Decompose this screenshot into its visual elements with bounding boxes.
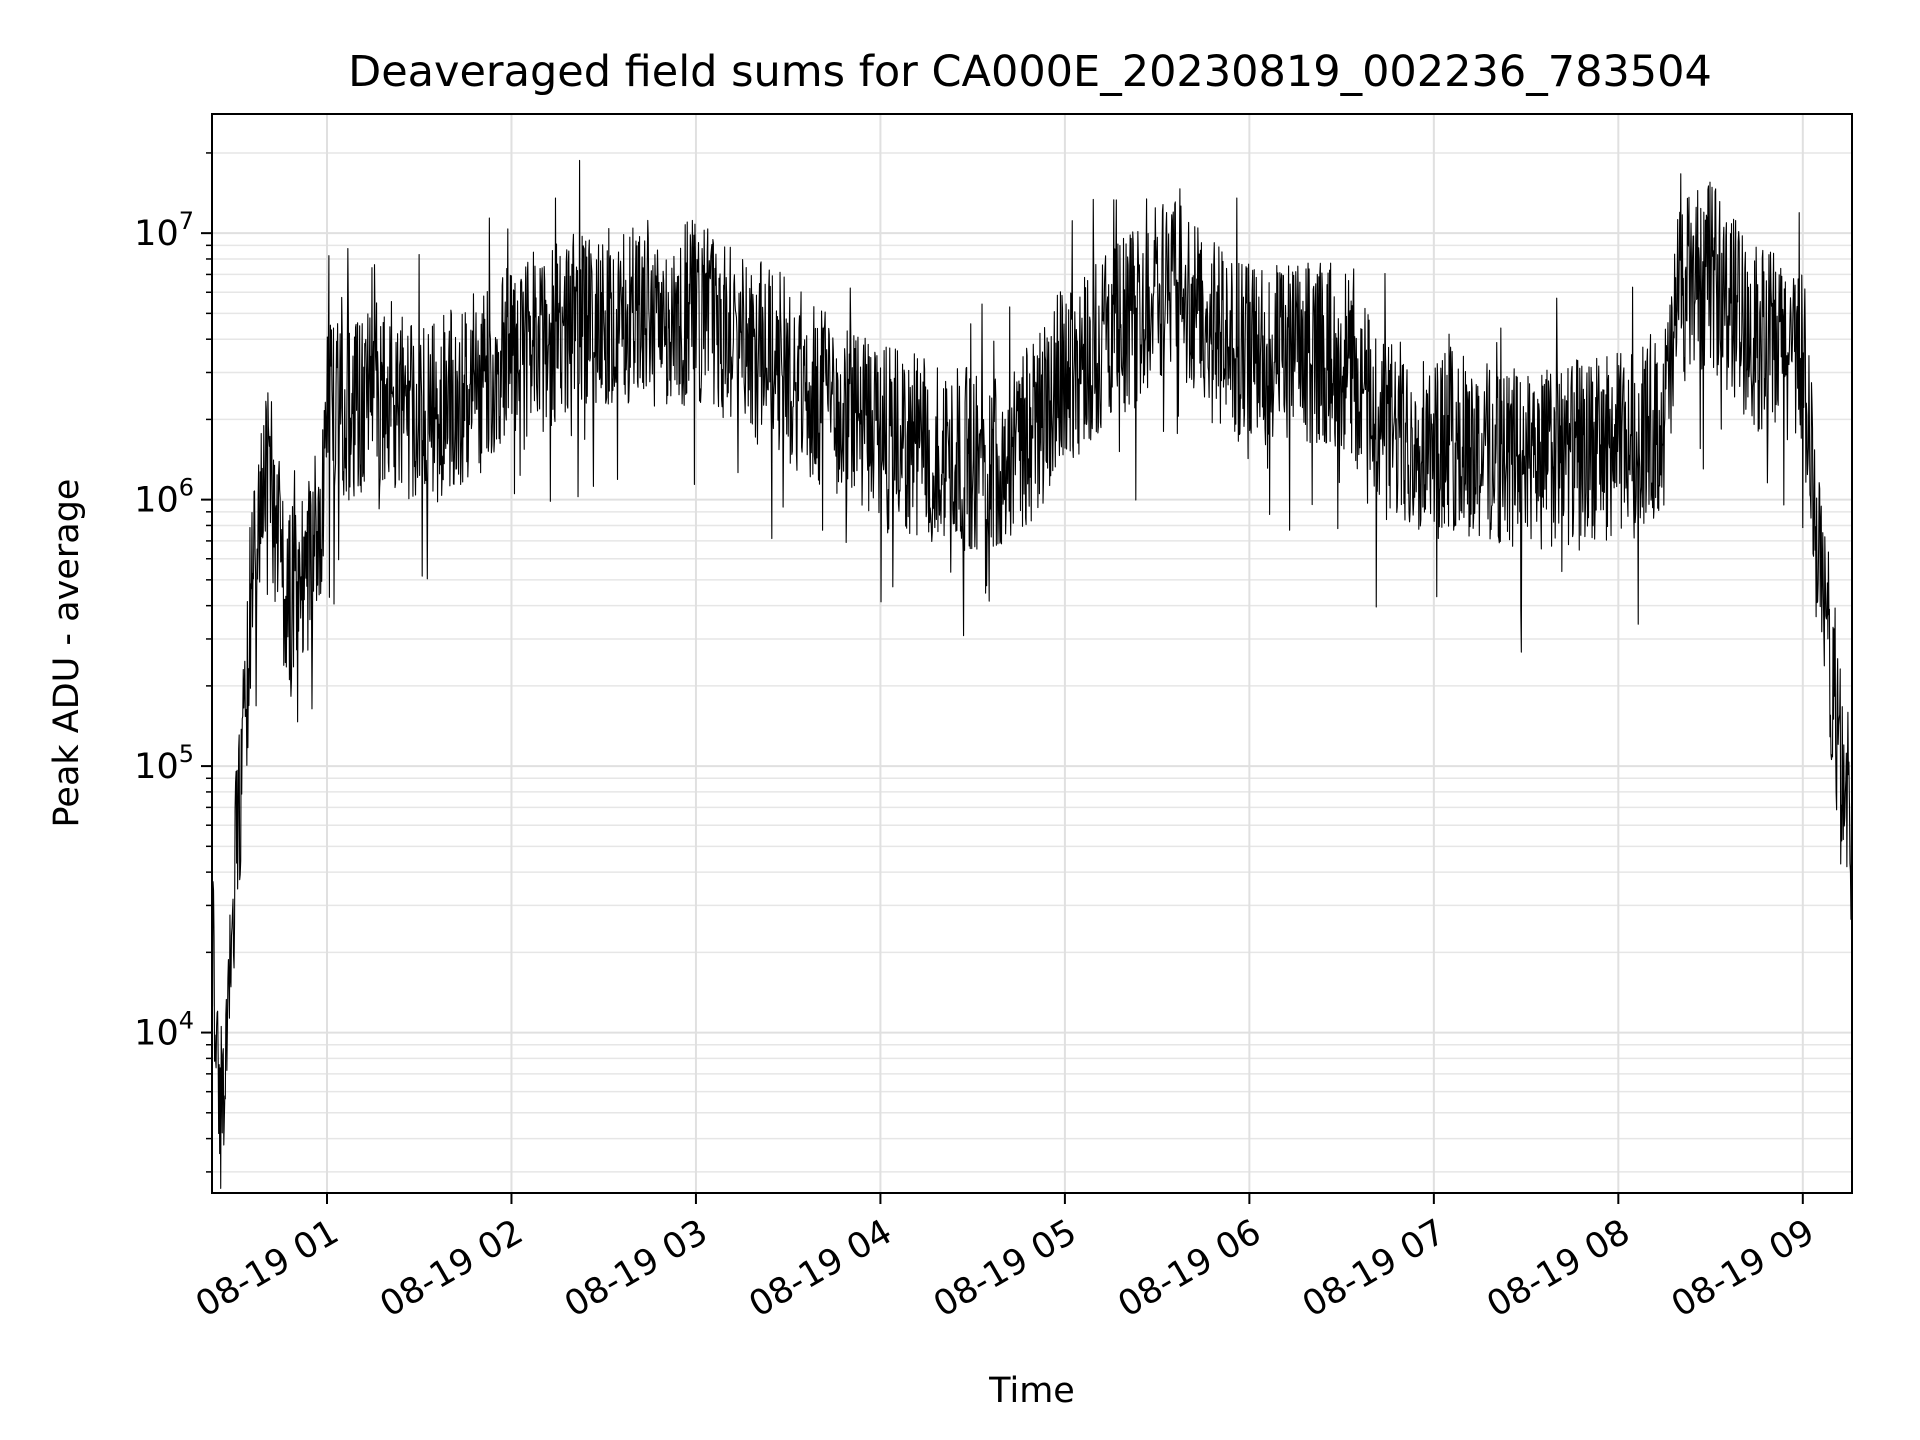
y-tick-exponent: 5 — [179, 740, 194, 768]
y-tick-base: 10 — [134, 747, 179, 787]
y-tick-base: 10 — [134, 1014, 179, 1054]
y-tick-label: 106 — [134, 474, 194, 521]
chart-title: Deaveraged field sums for CA000E_2023081… — [348, 47, 1712, 97]
y-tick-exponent: 4 — [179, 1007, 194, 1035]
x-tick-label: 08-19 07 — [1296, 1212, 1452, 1325]
y-tick-base: 10 — [134, 481, 179, 521]
y-tick-label: 104 — [134, 1007, 194, 1054]
y-tick-base: 10 — [134, 214, 179, 254]
series-line — [211, 159, 1853, 1189]
y-axis-label: Peak ADU - average — [47, 479, 87, 828]
x-axis-label: Time — [988, 1371, 1075, 1411]
x-tick-label: 08-19 04 — [743, 1212, 899, 1325]
x-tick-label: 08-19 08 — [1481, 1212, 1637, 1325]
grid-lines — [212, 114, 1852, 1193]
x-tick-label: 08-19 05 — [927, 1212, 1083, 1325]
plot-frame — [211, 113, 1853, 1194]
y-tick-exponent: 6 — [179, 474, 194, 502]
x-axis: 08-19 01 08-19 02 08-19 03 08-19 04 08-19 05… — [189, 1193, 1821, 1325]
y-tick-exponent: 7 — [179, 207, 194, 235]
y-tick-label: 105 — [134, 740, 194, 787]
y-tick-label: 107 — [134, 207, 194, 254]
x-tick-label: 08-19 03 — [558, 1212, 714, 1325]
series-layer — [211, 159, 1853, 1189]
x-tick-label: 08-19 06 — [1112, 1212, 1268, 1325]
x-tick-label: 08-19 01 — [189, 1212, 345, 1325]
x-tick-label: 08-19 09 — [1665, 1212, 1821, 1325]
x-tick-label: 08-19 02 — [374, 1212, 530, 1325]
